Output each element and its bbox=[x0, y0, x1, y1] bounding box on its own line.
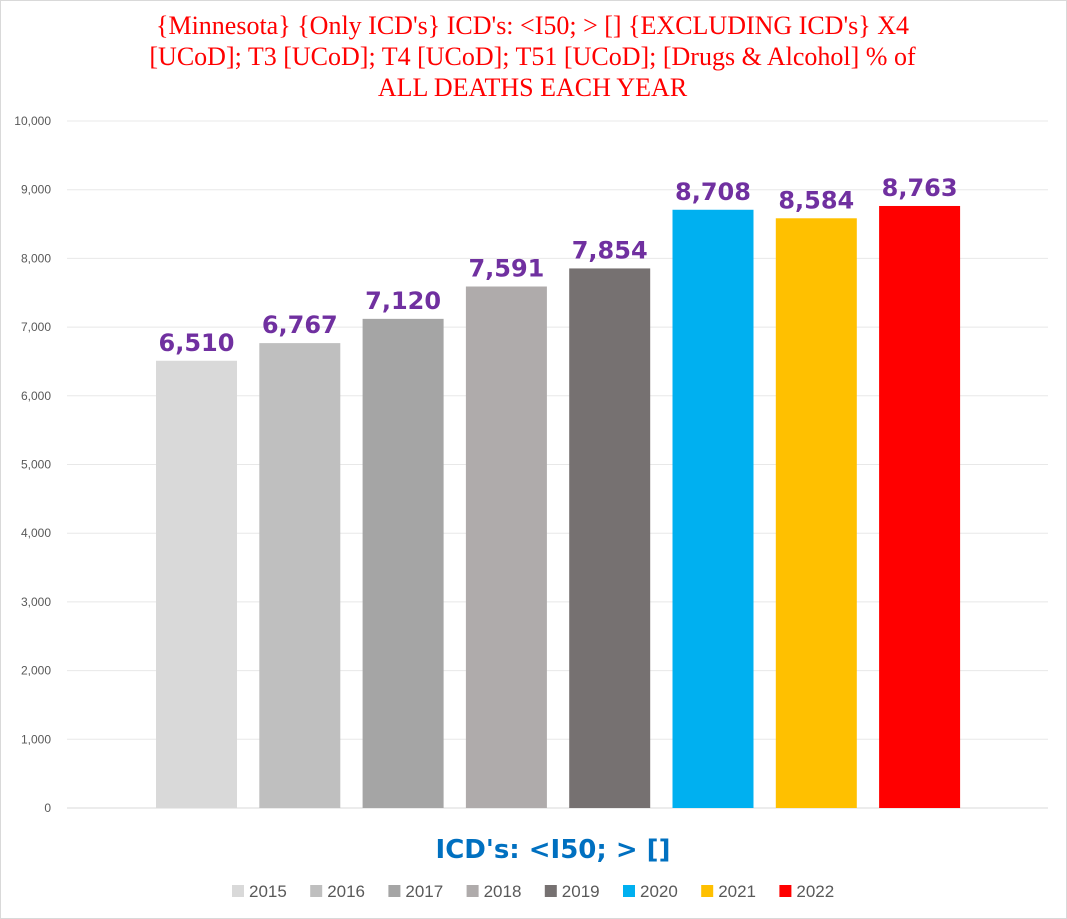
legend-label-2019: 2019 bbox=[562, 882, 600, 901]
legend-swatch-2017 bbox=[388, 885, 401, 897]
bar-2015 bbox=[156, 360, 237, 808]
legend-label-2021: 2021 bbox=[718, 882, 756, 901]
bar-2016 bbox=[259, 343, 341, 808]
legend-label-2017: 2017 bbox=[405, 882, 443, 901]
y-tick-label: 9,000 bbox=[21, 183, 51, 197]
bar-2017 bbox=[362, 318, 444, 808]
data-label-2019: 7,854 bbox=[572, 236, 648, 264]
chart-title: {Minnesota} {Only ICD's} ICD's: <I50; > … bbox=[149, 11, 916, 102]
legend-label-2018: 2018 bbox=[484, 882, 522, 901]
legend-swatch-2016 bbox=[310, 885, 323, 897]
y-tick-label: 8,000 bbox=[21, 251, 51, 265]
y-tick-label: 3,000 bbox=[21, 595, 51, 609]
legend: 2015 2016 2017 2018 2019 2020 2021 2022 bbox=[232, 882, 834, 901]
legend-swatch-2018 bbox=[466, 885, 479, 897]
y-tick-label: 4,000 bbox=[21, 526, 51, 540]
data-label-2015: 6,510 bbox=[159, 329, 235, 357]
y-tick-label: 2,000 bbox=[21, 664, 51, 678]
legend-swatch-2022 bbox=[779, 885, 792, 897]
data-label-2018: 7,591 bbox=[468, 254, 544, 282]
bar-2019 bbox=[569, 268, 651, 809]
y-axis: 0 1,000 2,000 3,000 4,000 5,000 6,000 7,000 8,00… bbox=[14, 114, 51, 815]
data-label-2017: 7,120 bbox=[365, 287, 441, 315]
y-tick-label: 1,000 bbox=[21, 732, 51, 746]
legend-label-2015: 2015 bbox=[249, 882, 287, 901]
data-labels: 6,510 6,767 7,120 7,591 7,854 8,708 8,584 8,763 bbox=[159, 174, 958, 357]
bar-2020 bbox=[672, 209, 754, 809]
legend-swatch-2015 bbox=[232, 885, 244, 897]
legend-swatch-2020 bbox=[623, 885, 635, 897]
x-axis-label: ICD's: <I50; > [] bbox=[436, 835, 671, 865]
data-label-2016: 6,767 bbox=[262, 311, 338, 339]
y-tick-label: 5,000 bbox=[21, 458, 51, 472]
bars bbox=[156, 205, 961, 809]
data-label-2020: 8,708 bbox=[675, 178, 751, 206]
legend-label-2022: 2022 bbox=[796, 882, 834, 901]
y-tick-label: 0 bbox=[44, 801, 51, 815]
y-tick-label: 6,000 bbox=[21, 389, 51, 403]
legend-label-2020: 2020 bbox=[640, 882, 678, 901]
legend-swatch-2019 bbox=[544, 885, 557, 897]
y-tick-label: 10,000 bbox=[14, 114, 51, 128]
data-label-2021: 8,584 bbox=[778, 186, 854, 214]
legend-swatch-2021 bbox=[701, 885, 714, 897]
legend-label-2016: 2016 bbox=[327, 882, 365, 901]
data-label-2022: 8,763 bbox=[882, 174, 958, 202]
bar-2022 bbox=[879, 205, 961, 808]
y-tick-label: 7,000 bbox=[21, 320, 51, 334]
bar-2018 bbox=[465, 286, 547, 808]
bar-2021 bbox=[775, 218, 857, 809]
